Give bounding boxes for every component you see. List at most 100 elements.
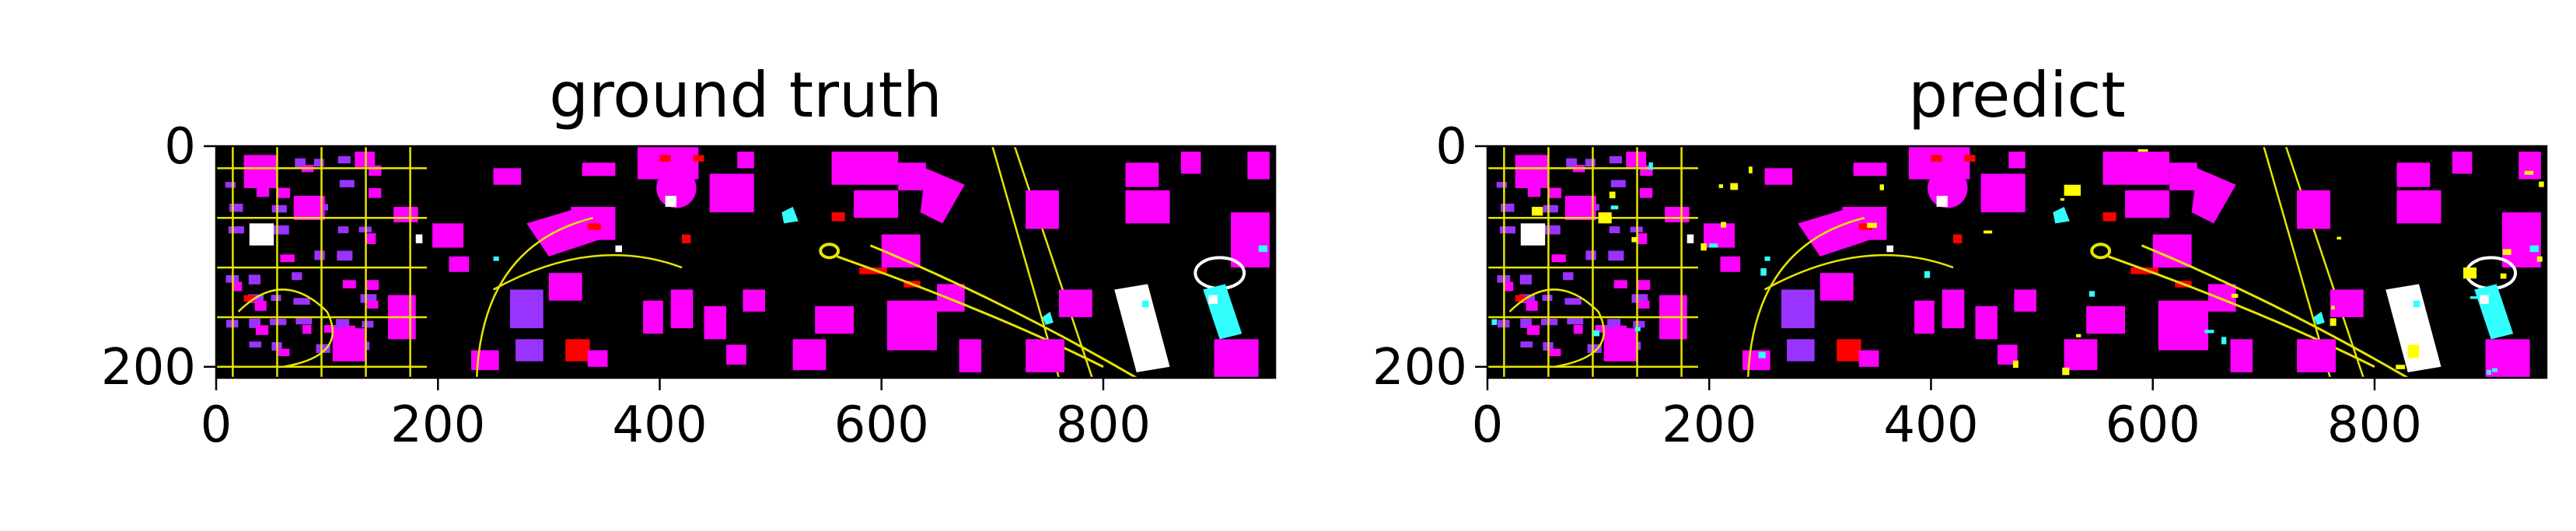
bare-soil [249, 223, 274, 246]
bare-soil [2386, 284, 2441, 372]
building [1026, 339, 1065, 372]
building [743, 289, 765, 312]
building [2208, 284, 2236, 312]
house [1637, 233, 1648, 244]
tree-block [1542, 295, 1553, 302]
house [1527, 187, 1541, 197]
noise-patch [2062, 367, 2070, 376]
tree-block [1587, 344, 1602, 353]
tree-block [1500, 203, 1515, 212]
noise-patch [2231, 293, 2239, 299]
noise-patch [2076, 334, 2081, 337]
y-tick-label: 0 [164, 118, 196, 176]
road-loop [1508, 288, 1605, 369]
x-tick-label: 200 [1662, 397, 1756, 454]
building [792, 339, 827, 371]
house [256, 187, 270, 197]
road-diagonal [2108, 255, 2375, 369]
building [1853, 162, 1887, 176]
road-curve [492, 253, 683, 291]
noise-patch [2487, 369, 2491, 375]
house [1595, 325, 1610, 333]
building [2158, 300, 2209, 351]
tree-block [314, 250, 325, 260]
noise-patch [1867, 222, 1877, 229]
water [1258, 245, 1268, 253]
bare-soil [1936, 195, 1948, 208]
car [693, 155, 704, 162]
car [1931, 155, 1942, 162]
y-tick-label: 200 [101, 339, 196, 397]
house [323, 325, 338, 333]
building [587, 350, 608, 367]
house [1613, 280, 1627, 288]
car [659, 155, 671, 162]
mislabel [2463, 267, 2477, 279]
tree-block [1781, 289, 1815, 329]
noise-patch [1634, 327, 1641, 332]
tree-block [292, 272, 302, 281]
noise-patch [2502, 249, 2511, 255]
building [1720, 256, 1741, 272]
tree-block [295, 318, 313, 325]
bare-soil [665, 195, 676, 208]
car [1858, 223, 1872, 230]
building [243, 155, 278, 188]
noise-patch [1491, 319, 1498, 325]
house [366, 280, 379, 290]
building [2064, 339, 2098, 371]
tree-block [248, 274, 260, 285]
tree-block [1585, 159, 1596, 167]
y-tick-label: 0 [1435, 118, 1467, 176]
building [670, 289, 694, 329]
building [1798, 207, 1871, 257]
roundabout [2090, 243, 2112, 260]
axes-frame [1486, 145, 2548, 379]
house [1549, 348, 1561, 357]
building [704, 306, 727, 340]
building [2297, 190, 2330, 229]
tree-block [360, 294, 377, 303]
noise-patch [2137, 148, 2148, 152]
building [2125, 190, 2170, 218]
house [342, 280, 356, 288]
building [548, 273, 582, 301]
x-tick-label: 800 [1056, 397, 1151, 454]
tree-block [271, 204, 287, 213]
map-image [216, 146, 1275, 378]
car [2102, 212, 2116, 222]
tree-block [229, 203, 243, 212]
noise-patch [1700, 243, 1707, 251]
noise-patch [2469, 296, 2480, 299]
noise-patch [2536, 256, 2543, 262]
building [898, 162, 926, 190]
building [1665, 207, 1690, 222]
bare-soil [2480, 295, 2489, 304]
mislabel [2407, 344, 2419, 358]
building [2169, 162, 2197, 190]
water [2053, 207, 2070, 224]
tree-block [1544, 225, 1561, 235]
x-tick-label: 0 [201, 397, 232, 454]
tree-block [1563, 272, 1574, 281]
noise-patch [2396, 365, 2406, 369]
tree-block [509, 289, 544, 329]
bare-soil [1686, 234, 1694, 243]
tree-block [249, 341, 262, 348]
tree-block [225, 182, 236, 188]
noise-patch [2524, 170, 2534, 175]
water [2413, 300, 2420, 308]
tree-block [228, 226, 244, 234]
noise-patch [1592, 330, 1600, 337]
noise-patch [1648, 162, 1653, 170]
tree-block [273, 225, 289, 235]
road-curve [475, 217, 594, 378]
house [280, 254, 295, 263]
building [2008, 152, 2025, 169]
tree-block [1567, 318, 1584, 325]
road-diagonal [869, 244, 1138, 378]
mislabel [2064, 184, 2081, 196]
building [1704, 223, 1735, 248]
